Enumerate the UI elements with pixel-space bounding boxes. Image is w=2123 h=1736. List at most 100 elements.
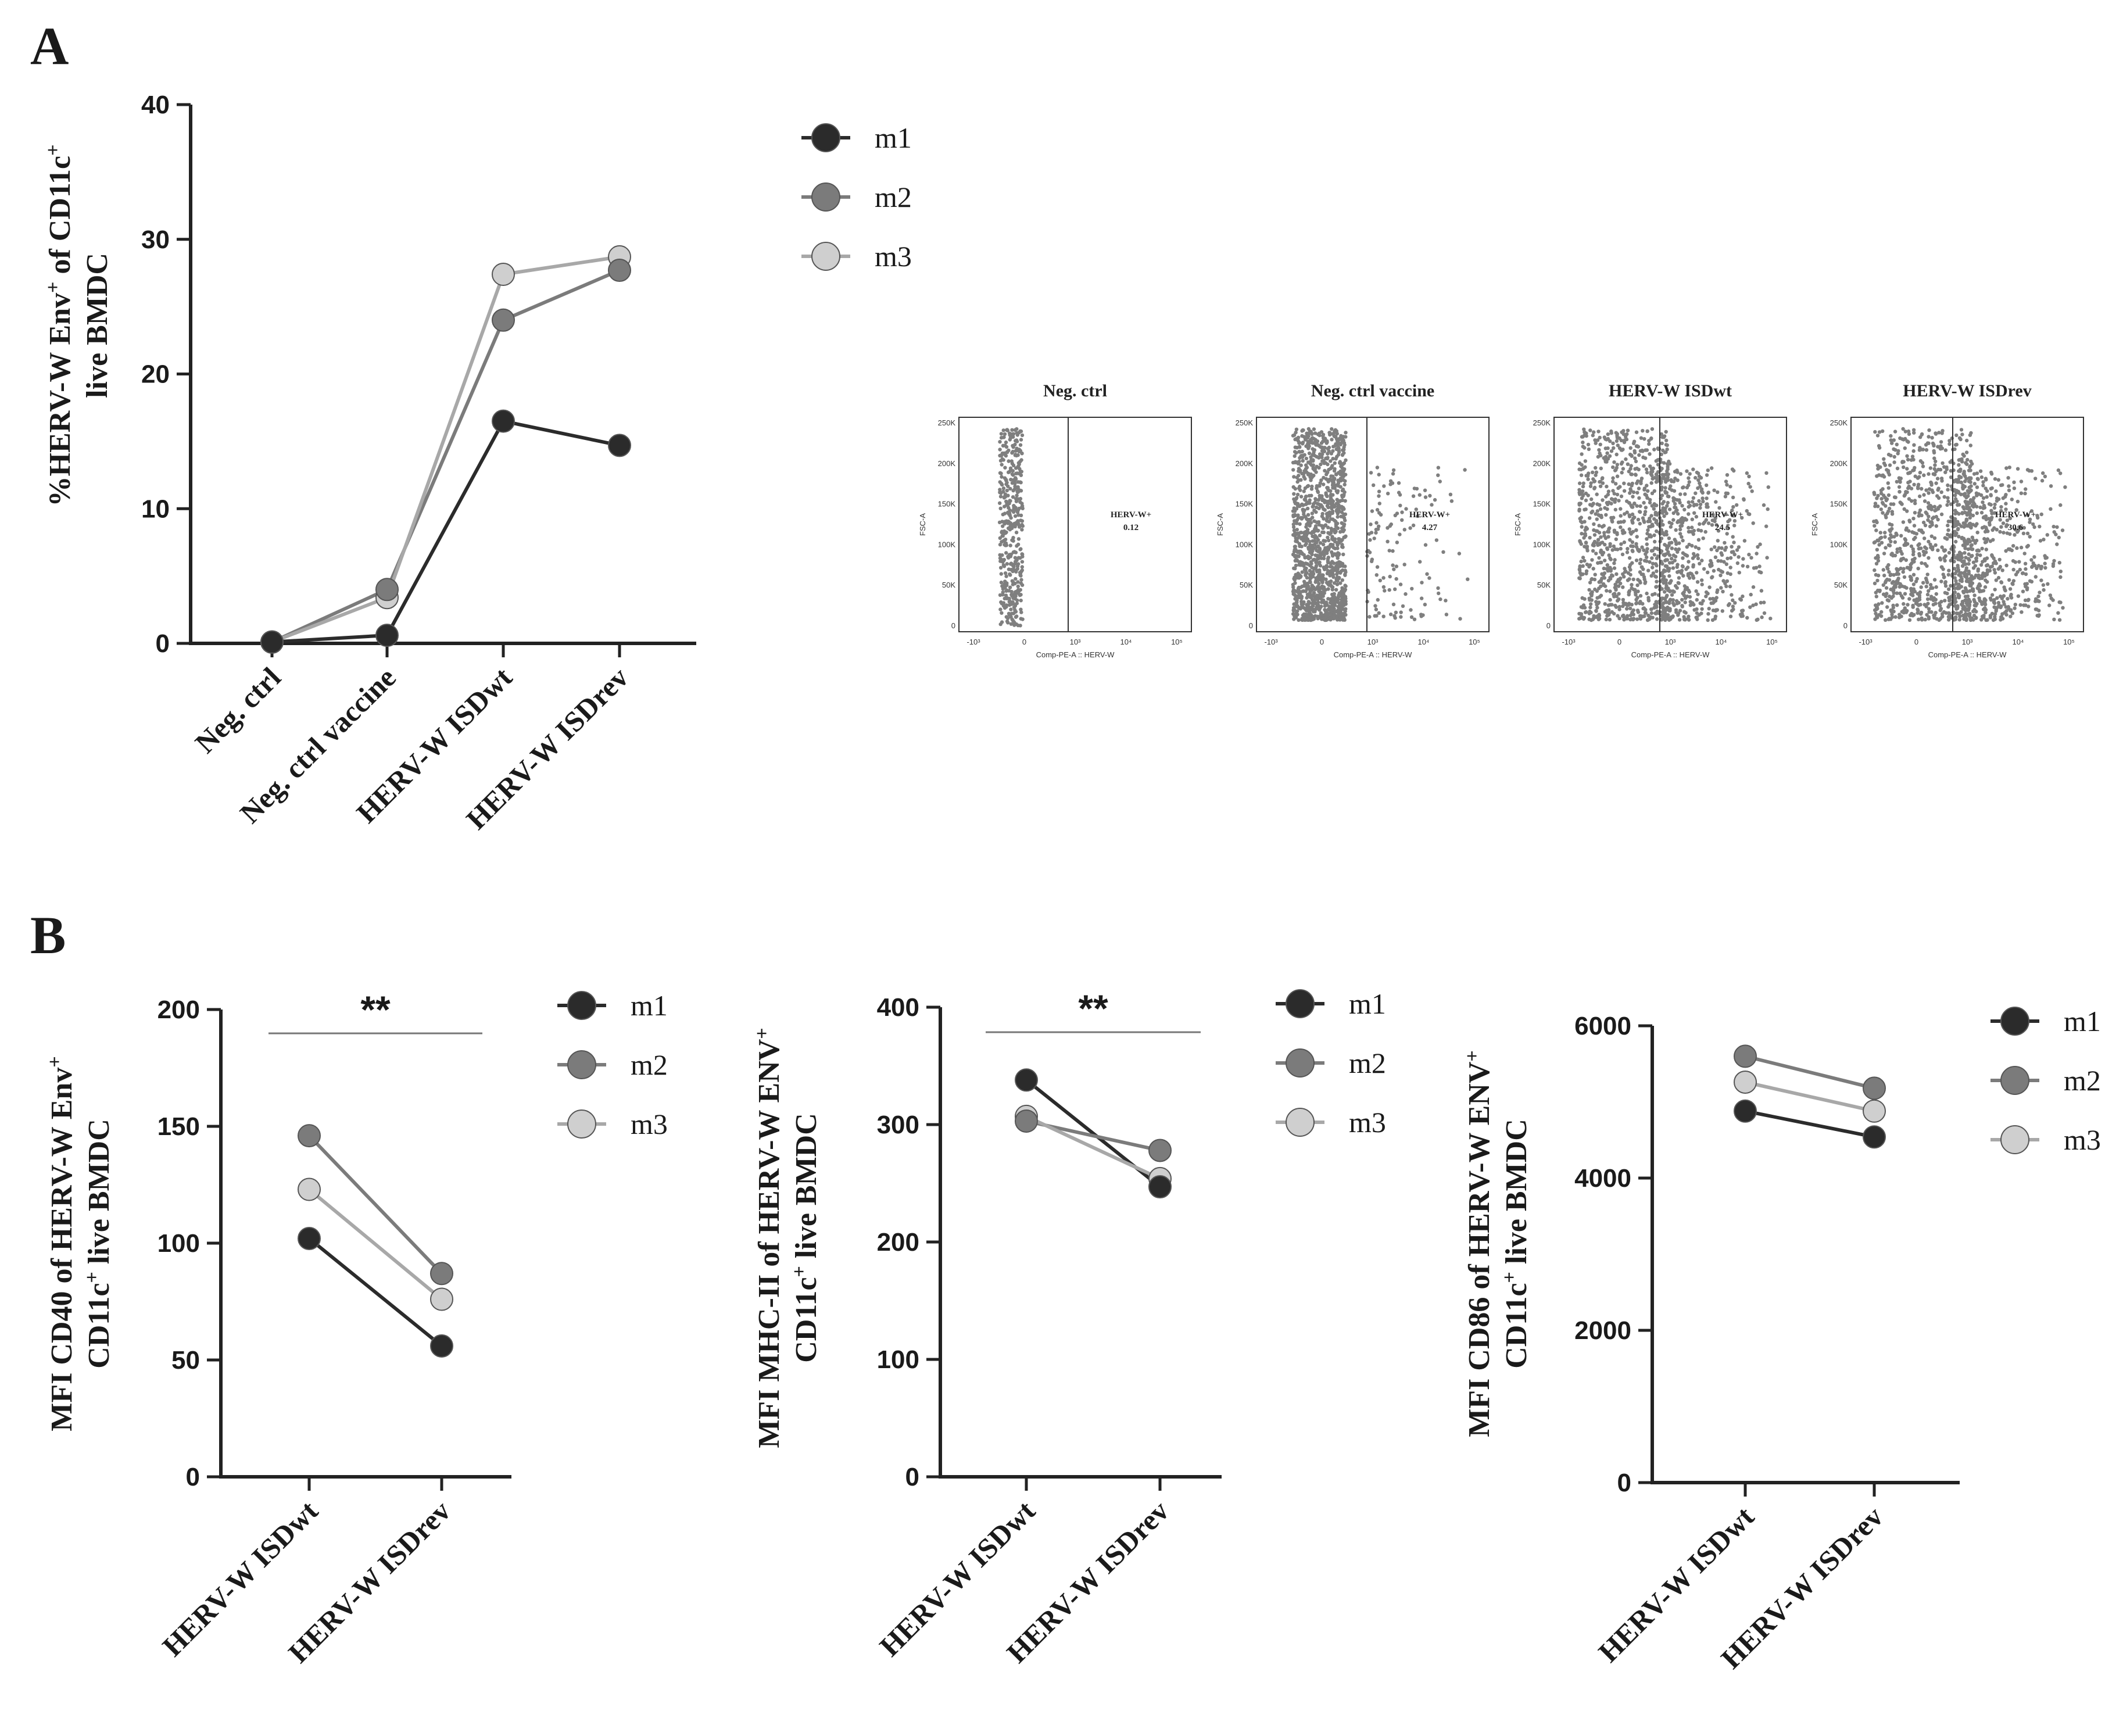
flow-event <box>2041 471 2045 475</box>
flow-event <box>1983 585 1988 589</box>
flow-event <box>2004 502 2008 506</box>
flow-event <box>1964 450 1969 454</box>
flow-event <box>1634 559 1639 563</box>
flow-event <box>1670 546 1674 550</box>
flow-event <box>1927 556 1931 560</box>
flow-event <box>1392 567 1396 571</box>
flow-event <box>1308 568 1312 573</box>
flow-event <box>1581 556 1585 560</box>
flow-event <box>1879 497 1884 501</box>
flow-event <box>2041 583 2046 587</box>
flow-event <box>1927 589 1931 593</box>
flow-event <box>1968 521 1972 525</box>
flow-event <box>1943 581 1947 585</box>
flow-event <box>1655 579 1659 584</box>
flow-event <box>1983 606 1987 610</box>
flow-event <box>1954 615 1958 620</box>
flow-event <box>1011 488 1015 493</box>
flow-event <box>1925 613 1929 617</box>
flow-event <box>1727 602 1731 606</box>
flow-event <box>1643 510 1648 514</box>
flow-event <box>1578 539 1582 543</box>
flow-event <box>1621 613 1626 618</box>
flow-event <box>2025 545 2029 549</box>
flow-event <box>1010 481 1015 485</box>
flow-event <box>1582 427 1586 431</box>
flow-event <box>1949 584 1953 588</box>
flow-event <box>1875 547 1879 552</box>
flow-event <box>1938 617 1942 621</box>
flow-event <box>1757 564 1762 568</box>
flow-event <box>1375 508 1380 512</box>
flow-event <box>1333 552 1337 556</box>
flow-event <box>1652 553 1657 557</box>
flow-event <box>1017 525 1022 529</box>
flow-event <box>1003 443 1007 448</box>
flow-event <box>1324 473 1329 477</box>
flow-event <box>1715 548 1719 553</box>
flow-event <box>1671 518 1676 522</box>
flow-event <box>1314 576 1318 581</box>
flow-event <box>1300 434 1304 438</box>
flow-event <box>1621 585 1625 589</box>
flow-event <box>1393 587 1397 591</box>
flow-event <box>2058 570 2063 574</box>
flow-event <box>1320 579 1324 583</box>
flow-event <box>1695 617 1699 621</box>
flow-event <box>1319 478 1323 482</box>
flow-plot-3: HERV-W ISDwtHERV-W+24.5250K200K150K100K5… <box>1513 381 1787 659</box>
y-tick-label: 10 <box>141 495 170 523</box>
flow-event <box>1674 528 1678 532</box>
flow-y-label: FSC-A <box>1810 513 1819 536</box>
flow-event <box>1673 502 1677 506</box>
legend-marker <box>567 991 596 1020</box>
flow-event <box>1335 432 1339 436</box>
flow-event <box>1586 477 1590 481</box>
flow-event <box>1016 537 1021 541</box>
flow-event <box>1628 467 1632 471</box>
flow-event <box>1638 521 1642 526</box>
flow-event <box>1326 555 1330 560</box>
flow-event <box>1939 579 1943 584</box>
flow-event <box>2017 560 2021 564</box>
flow-event <box>2015 570 2020 574</box>
flow-event <box>1394 577 1398 581</box>
flow-event <box>1765 556 1769 560</box>
flow-event <box>1656 522 1660 527</box>
flow-event <box>1637 453 1641 457</box>
flow-event <box>1315 443 1319 447</box>
flow-event <box>1374 607 1379 611</box>
flow-event <box>1922 493 1926 497</box>
flow-event <box>1895 466 1900 471</box>
flow-event <box>1423 543 1428 547</box>
flow-event <box>1589 618 1594 622</box>
flow-event <box>1956 527 1960 531</box>
flow-event <box>1592 614 1596 618</box>
flow-event <box>2036 516 2040 520</box>
flow-event <box>1338 460 1342 464</box>
flow-event <box>1388 524 1392 528</box>
flow-event <box>2058 471 2063 475</box>
flow-event <box>1296 439 1300 443</box>
flow-event <box>1662 500 1666 504</box>
flow-event <box>1957 503 1961 507</box>
flow-event <box>1587 564 1591 569</box>
flow-event <box>1330 483 1335 488</box>
flow-event <box>1957 593 1961 598</box>
flow-event <box>1617 436 1621 441</box>
flow-event <box>1666 494 1670 498</box>
legend-item-m1: m1 <box>801 121 912 154</box>
y-axis-label-line1: MFI CD40 of HERV-W Env+ <box>44 1056 79 1431</box>
flow-event <box>1014 476 1018 480</box>
flow-event <box>1613 585 1617 590</box>
flow-event <box>1953 493 1957 497</box>
flow-event <box>1678 492 1682 496</box>
flow-event <box>1319 556 1323 560</box>
flow-event <box>1918 603 1922 607</box>
flow-event <box>1757 570 1762 574</box>
flow-event <box>1381 614 1386 618</box>
flow-event <box>1594 470 1599 474</box>
flow-event <box>1315 603 1319 607</box>
flow-event <box>1888 463 1892 467</box>
flow-event <box>1372 483 1376 487</box>
